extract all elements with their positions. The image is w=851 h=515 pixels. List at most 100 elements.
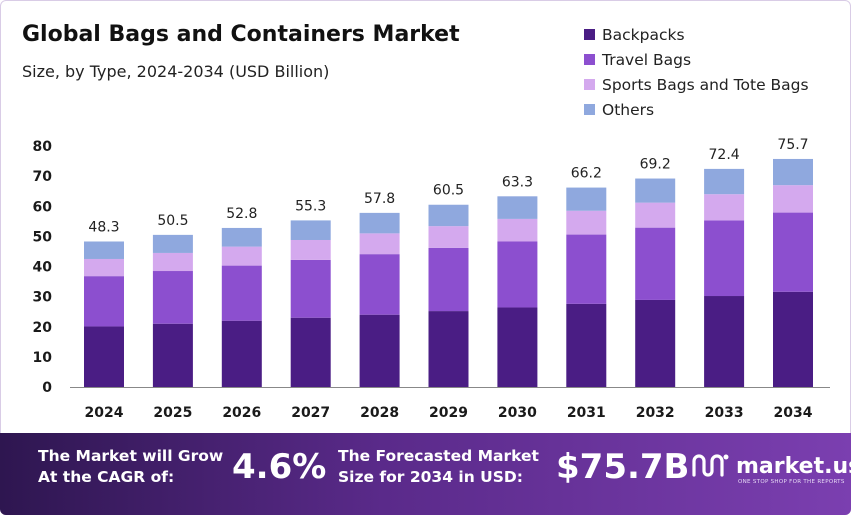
bar-segment-others <box>359 212 400 234</box>
bar-segment-travel-bags <box>635 227 676 300</box>
bar-segment-sports-bags-and-tote-bags <box>290 239 331 260</box>
bar-segment-others <box>290 220 331 240</box>
bar-segment-sports-bags-and-tote-bags <box>566 210 607 235</box>
bar-segment-sports-bags-and-tote-bags <box>84 258 124 277</box>
forecast-label: The Forecasted Market Size for 2034 in U… <box>338 446 539 488</box>
chart-title: Global Bags and Containers Market <box>22 22 460 47</box>
x-tick-label: 2024 <box>85 405 124 421</box>
bar-segment-travel-bags <box>221 265 262 321</box>
bar-segment-others <box>497 196 538 219</box>
forecast-label-line2: Size for 2034 in USD: <box>338 468 523 486</box>
cagr-label-line2: At the CAGR of: <box>38 468 175 486</box>
cagr-value: 4.6% <box>232 447 327 487</box>
bar-segment-others <box>152 234 193 253</box>
x-tick-label: 2033 <box>705 405 744 421</box>
x-tick-label: 2032 <box>636 405 675 421</box>
bar-segment-sports-bags-and-tote-bags <box>152 252 193 272</box>
stacked-bar-chart: 0102030405060708048.3202450.5202552.8202… <box>33 137 830 421</box>
y-tick-label: 60 <box>33 199 53 215</box>
x-tick-label: 2031 <box>567 405 606 421</box>
forecast-value: $75.7B <box>556 447 690 487</box>
bar-segment-sports-bags-and-tote-bags <box>221 246 262 266</box>
bar-segment-backpacks <box>566 303 607 387</box>
bar-segment-travel-bags <box>773 212 813 292</box>
y-tick-label: 50 <box>33 229 53 245</box>
bar-segment-others <box>635 178 676 203</box>
x-tick-label: 2025 <box>153 405 192 421</box>
bar-segment-travel-bags <box>152 271 193 324</box>
cagr-label-line1: The Market will Grow <box>38 447 224 465</box>
bar-segment-sports-bags-and-tote-bags <box>704 194 745 221</box>
y-tick-label: 0 <box>42 380 52 396</box>
bar-segment-backpacks <box>359 314 400 387</box>
bar-segment-others <box>773 158 813 186</box>
bar-total-label: 52.8 <box>226 206 257 222</box>
bar-total-label: 60.5 <box>433 183 464 199</box>
footer-banner: The Market will Grow At the CAGR of: 4.6… <box>0 433 851 515</box>
y-tick-label: 80 <box>33 139 53 155</box>
y-tick-label: 70 <box>33 169 53 185</box>
bar-segment-backpacks <box>290 317 331 387</box>
bar-total-label: 72.4 <box>709 147 740 163</box>
bar-segment-backpacks <box>704 296 745 387</box>
bar-total-label: 63.3 <box>502 174 533 190</box>
forecast-label-line1: The Forecasted Market <box>338 447 539 465</box>
bar-segment-travel-bags <box>84 276 124 327</box>
bar-segment-others <box>428 204 469 227</box>
x-tick-label: 2030 <box>498 405 537 421</box>
bar-segment-sports-bags-and-tote-bags <box>635 202 676 228</box>
chart-subtitle: Size, by Type, 2024-2034 (USD Billion) <box>22 62 330 81</box>
bar-segment-travel-bags <box>428 247 469 312</box>
legend-label-backpacks: Backpacks <box>602 25 685 44</box>
legend-label-sports-bags: Sports Bags and Tote Bags <box>602 75 809 94</box>
x-tick-label: 2034 <box>774 405 813 421</box>
bar-segment-others <box>566 187 607 211</box>
bar-total-label: 69.2 <box>640 157 671 173</box>
bar-total-label: 57.8 <box>364 191 395 207</box>
bar-total-label: 66.2 <box>571 166 602 182</box>
bar-segment-travel-bags <box>290 259 331 318</box>
logo-name: market.us <box>736 453 851 479</box>
legend-swatch-travel-bags <box>584 54 595 65</box>
bar-segment-sports-bags-and-tote-bags <box>359 233 400 255</box>
bar-total-label: 50.5 <box>157 213 188 229</box>
legend-label-travel-bags: Travel Bags <box>602 50 692 69</box>
logo-tagline: ONE STOP SHOP FOR THE REPORTS <box>738 479 845 485</box>
legend-swatch-sports-bags <box>584 79 595 90</box>
bar-segment-sports-bags-and-tote-bags <box>497 218 538 242</box>
bar-segment-travel-bags <box>359 254 400 315</box>
x-tick-label: 2029 <box>429 405 468 421</box>
legend-label-others: Others <box>602 100 655 119</box>
y-tick-label: 40 <box>33 260 53 276</box>
legend-item-backpacks: Backpacks <box>584 22 809 47</box>
chart-legend: Backpacks Travel Bags Sports Bags and To… <box>584 22 809 122</box>
bar-total-label: 55.3 <box>295 198 326 214</box>
bar-segment-others <box>84 241 124 259</box>
bar-segment-backpacks <box>773 291 813 387</box>
y-tick-label: 20 <box>33 320 53 336</box>
bar-segment-travel-bags <box>566 234 607 304</box>
bar-segment-sports-bags-and-tote-bags <box>773 185 813 213</box>
legend-item-travel-bags: Travel Bags <box>584 47 809 72</box>
bar-total-label: 48.3 <box>88 219 119 235</box>
bar-segment-sports-bags-and-tote-bags <box>428 226 469 248</box>
y-tick-label: 30 <box>33 290 53 306</box>
legend-item-others: Others <box>584 97 809 122</box>
x-tick-label: 2028 <box>360 405 399 421</box>
cagr-label: The Market will Grow At the CAGR of: <box>38 446 223 488</box>
bar-segment-others <box>704 168 745 195</box>
market-us-logo-icon <box>692 454 729 477</box>
bar-segment-backpacks <box>152 323 193 387</box>
x-tick-label: 2027 <box>291 405 330 421</box>
y-tick-label: 10 <box>33 350 53 366</box>
bar-total-label: 75.7 <box>777 137 808 153</box>
bar-segment-backpacks <box>84 326 124 387</box>
legend-item-sports-bags: Sports Bags and Tote Bags <box>584 72 809 97</box>
bar-segment-travel-bags <box>704 220 745 297</box>
bar-segment-backpacks <box>221 320 262 387</box>
bar-segment-travel-bags <box>497 241 538 308</box>
bar-segment-backpacks <box>428 311 469 387</box>
legend-swatch-backpacks <box>584 29 595 40</box>
bar-segment-backpacks <box>497 307 538 387</box>
legend-swatch-others <box>584 104 595 115</box>
